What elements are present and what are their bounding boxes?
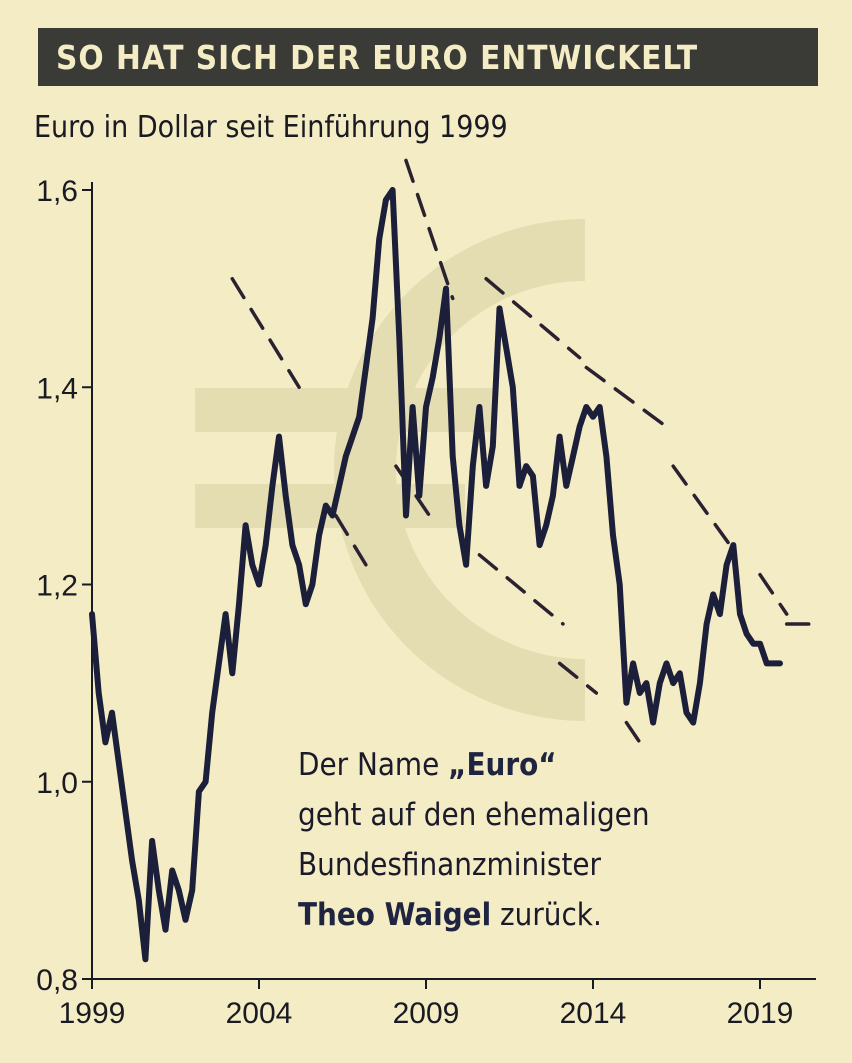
trendline: [404, 158, 455, 301]
note-euro-bold: „Euro“: [448, 747, 557, 783]
series-layer: [89, 187, 783, 963]
trendline: [584, 365, 669, 429]
series-line: [89, 187, 783, 963]
y-tick-label: 1,4: [36, 372, 78, 405]
y-tick-label: 0,8: [36, 964, 78, 997]
x-tick-label: 2004: [226, 997, 293, 1030]
info-note: Der Name „Euro“ geht auf den ehemaligen …: [298, 740, 650, 940]
trendline: [671, 464, 732, 547]
trendlines: [230, 158, 816, 754]
x-tick-label: 2014: [560, 997, 627, 1030]
note-line-1: Der Name „Euro“: [298, 747, 557, 783]
x-tick-label: 1999: [59, 997, 126, 1030]
note-line-3: Bundesfinanzminister: [298, 847, 601, 883]
y-tick-label: 1,2: [36, 570, 78, 603]
chart-title: SO HAT SICH DER EURO ENTWICKELT: [56, 37, 699, 77]
trendline: [624, 720, 649, 754]
x-tick-label: 2009: [393, 997, 460, 1030]
euro-symbol-icon: [195, 219, 586, 721]
note-name-bold: Theo Waigel: [298, 897, 492, 933]
y-tick-label: 1,6: [36, 175, 78, 208]
trendline: [758, 572, 789, 616]
trendline: [334, 513, 368, 567]
trendline: [557, 661, 599, 695]
x-tick-label: 2019: [727, 997, 794, 1030]
y-tick-label: 1,0: [36, 767, 78, 800]
euro-symbol-arc: [334, 219, 586, 721]
note-line-4: Theo Waigel zurück.: [298, 897, 602, 933]
header-banner: SO HAT SICH DER EURO ENTWICKELT: [38, 28, 818, 86]
axes: 0,8 1,0 1,2 1,4 1,6 1999 2004 2009 2014 2019: [36, 175, 816, 1030]
trendline: [477, 553, 565, 626]
trendline: [230, 277, 301, 389]
note-line-2: geht auf den ehemaligen: [298, 797, 650, 833]
euro-symbol-bar-top: [195, 388, 495, 432]
trendline: [484, 277, 582, 360]
chart-subtitle: Euro in Dollar seit Einführung 1999: [34, 110, 508, 145]
